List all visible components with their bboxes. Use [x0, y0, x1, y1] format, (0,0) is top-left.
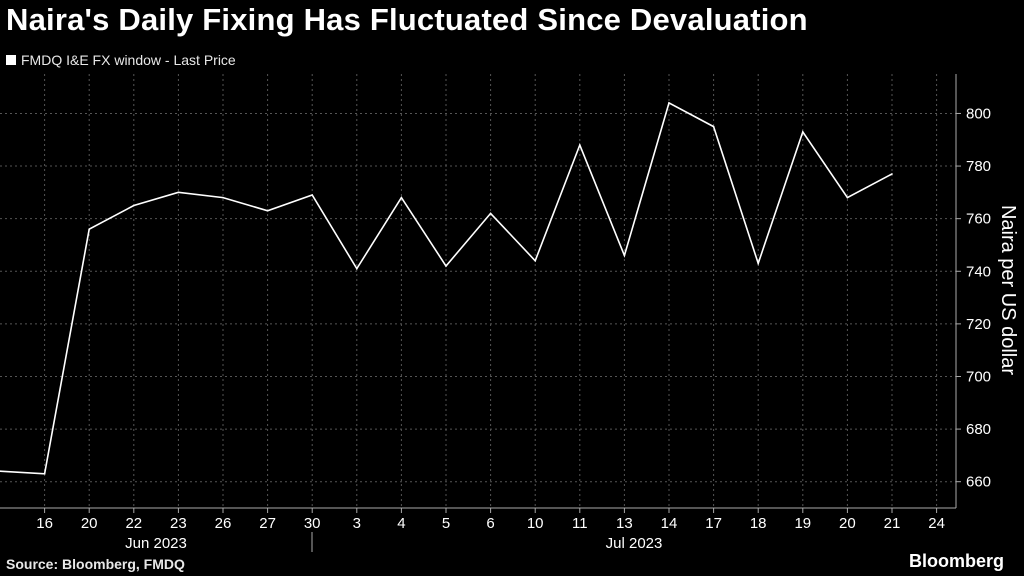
x-tick-label: 16 [36, 515, 53, 532]
x-tick-label: 21 [884, 515, 901, 532]
data-point [891, 173, 893, 175]
y-tick-label: 740 [966, 263, 991, 280]
y-tick-label: 720 [966, 316, 991, 333]
x-tick-label: 20 [81, 515, 98, 532]
legend: FMDQ I&E FX window - Last Price [6, 52, 236, 68]
data-point [668, 102, 670, 104]
data-point [712, 125, 715, 128]
y-tick-label: 680 [966, 421, 991, 438]
x-tick-label: 26 [215, 515, 232, 532]
y-tick-label: 760 [966, 211, 991, 228]
x-tick-label: 10 [527, 515, 544, 532]
x-tick-label: 4 [397, 515, 405, 532]
data-point [177, 191, 180, 194]
x-tick-label: 3 [353, 515, 361, 532]
y-tick-label: 780 [966, 158, 991, 175]
y-tick-label: 660 [966, 474, 991, 491]
x-tick-label: 22 [125, 515, 142, 532]
data-point [356, 267, 358, 270]
x-tick-label: 17 [705, 515, 722, 532]
data-point [222, 196, 224, 199]
source-note: Source: Bloomberg, FMDQ [6, 556, 185, 572]
x-tick-label: 18 [750, 515, 767, 532]
x-tick-label: 6 [486, 515, 494, 532]
data-point [311, 194, 314, 196]
y-tick-label: 700 [966, 368, 991, 385]
data-point [489, 212, 492, 215]
x-tick-label: 20 [839, 515, 856, 532]
data-point [846, 196, 849, 199]
data-point [534, 259, 536, 262]
bloomberg-logo: Bloomberg [908, 551, 1004, 571]
series-line [0, 101, 893, 475]
x-tick-label: 13 [616, 515, 633, 532]
x-group-label: Jun 2023 [125, 535, 187, 552]
data-point [445, 265, 447, 267]
data-point [400, 196, 403, 199]
data-point [579, 144, 581, 146]
legend-label: FMDQ I&E FX window - Last Price [21, 52, 236, 68]
y-axis-label: Naira per US dollar [997, 205, 1019, 375]
data-point [0, 470, 1, 472]
x-tick-label: 19 [794, 515, 811, 532]
data-point [266, 209, 269, 212]
x-tick-label: 30 [304, 515, 321, 532]
x-tick-label: 11 [572, 515, 588, 532]
chart-title: Naira's Daily Fixing Has Fluctuated Sinc… [6, 2, 808, 37]
data-point [133, 204, 135, 207]
x-tick-label: 23 [170, 515, 187, 532]
data-point [623, 254, 626, 257]
data-point [88, 228, 90, 230]
x-tick-label: 14 [661, 515, 678, 532]
x-tick-label: 27 [259, 515, 276, 532]
x-group-label: Jul 2023 [606, 535, 663, 552]
data-point [757, 262, 759, 265]
legend-swatch [6, 55, 16, 65]
x-tick-label: 24 [928, 515, 945, 532]
data-point [43, 473, 46, 475]
y-tick-label: 800 [966, 105, 991, 122]
data-point [802, 131, 804, 133]
x-tick-label: 5 [442, 515, 450, 532]
